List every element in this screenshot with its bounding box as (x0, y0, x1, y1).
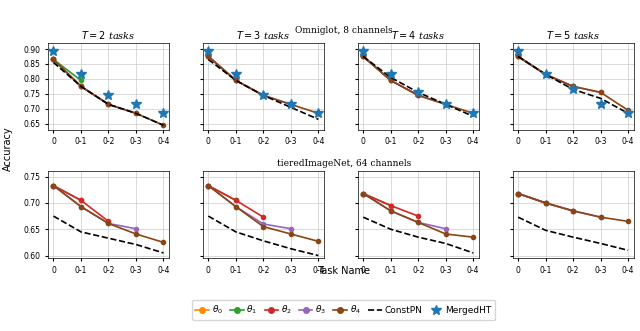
Title: $T = 3$ tasks: $T = 3$ tasks (236, 29, 291, 41)
Text: Task Name: Task Name (317, 266, 370, 276)
Title: $T = 4$ tasks: $T = 4$ tasks (391, 29, 445, 41)
Title: $T = 2$ tasks: $T = 2$ tasks (81, 29, 136, 41)
Legend: $\theta_0$, $\theta_1$, $\theta_2$, $\theta_3$, $\theta_4$, ConstPN, MergedHT: $\theta_0$, $\theta_1$, $\theta_2$, $\th… (192, 300, 495, 320)
Text: Accuracy: Accuracy (3, 127, 13, 171)
Text: tieredImageNet, 64 channels: tieredImageNet, 64 channels (276, 159, 411, 168)
Title: $T = 5$ tasks: $T = 5$ tasks (546, 29, 600, 41)
Text: Omniglot, 8 channels: Omniglot, 8 channels (295, 26, 392, 35)
